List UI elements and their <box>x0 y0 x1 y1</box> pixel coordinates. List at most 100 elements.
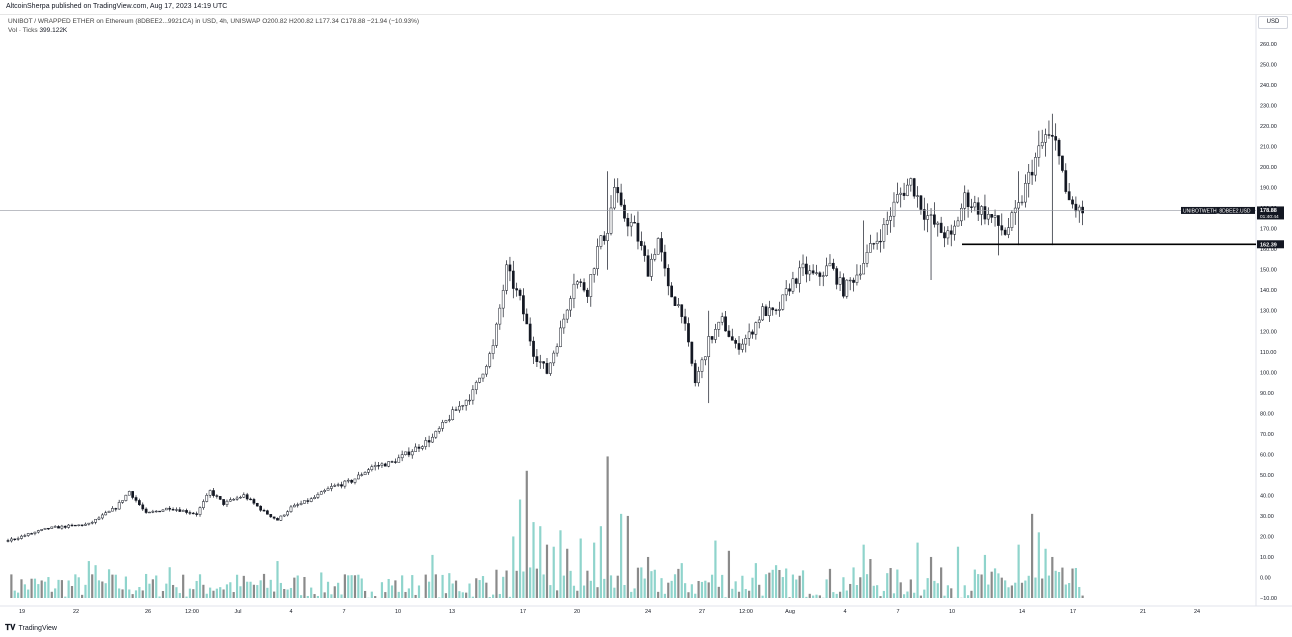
tradingview-logo-icon: 𝐓𝐕 <box>5 623 16 632</box>
symbol-tag-label: UNIBOTWETH_8DBEE2.USD <box>1183 208 1251 214</box>
volume-bar <box>279 582 282 598</box>
volume-bar <box>923 589 926 598</box>
candle-body <box>582 282 586 291</box>
candle-body <box>835 268 839 285</box>
volume-bar <box>566 548 569 598</box>
volume-bar <box>653 569 656 598</box>
volume-bar <box>299 595 303 598</box>
candle-body <box>997 215 1000 226</box>
candle-body <box>535 356 539 363</box>
candle-body <box>63 525 67 528</box>
volume-bar <box>286 589 289 598</box>
candle-body <box>141 504 145 510</box>
candle-body <box>279 515 283 521</box>
candle-body <box>949 230 953 235</box>
volume-legend[interactable]: Vol · Ticks 399.122K <box>8 27 67 34</box>
candle-body <box>831 262 835 269</box>
volume-bar <box>185 596 188 598</box>
x-tick-label: 14 <box>1019 609 1025 615</box>
volume-bar <box>114 574 117 598</box>
volume-bar <box>488 596 491 598</box>
volume-bar <box>1071 568 1074 598</box>
candle-body <box>259 505 263 511</box>
volume-bar <box>492 594 495 598</box>
candle-body <box>518 289 522 296</box>
volume-bar <box>889 568 892 598</box>
volume-bar <box>700 581 704 598</box>
candle-body <box>1034 157 1037 176</box>
candle-body <box>606 233 609 241</box>
candle-body <box>87 522 91 525</box>
volume-bar <box>731 588 734 598</box>
candle-body <box>1024 183 1027 203</box>
candle-body <box>195 513 199 515</box>
candle-body <box>421 446 424 449</box>
x-tick-label: 26 <box>145 609 151 615</box>
volume-bar <box>774 565 778 598</box>
volume-bar <box>835 593 838 598</box>
symbol-legend[interactable]: UNIBOT / WRAPPED ETHER on Ethereum (8DBE… <box>8 18 419 25</box>
candle-body <box>154 510 158 513</box>
candle-body <box>67 524 70 528</box>
x-tick-label: 7 <box>342 609 345 615</box>
volume-bar <box>219 587 222 598</box>
candle-body <box>397 457 401 463</box>
candle-body <box>198 507 202 515</box>
candle-body <box>636 222 640 242</box>
volume-bar <box>353 575 357 598</box>
candle-body <box>771 307 775 311</box>
candle-body <box>821 275 825 277</box>
volume-bar <box>869 559 872 598</box>
candle-body <box>724 316 727 332</box>
volume-bar <box>175 587 178 598</box>
volume-bar <box>151 579 154 598</box>
volume-bar <box>50 591 53 598</box>
volume-bar <box>721 574 724 598</box>
volume-bar <box>273 591 276 598</box>
candle-body <box>262 510 266 512</box>
volume-bar <box>94 565 97 598</box>
candle-body <box>754 322 758 335</box>
volume-bar <box>138 587 141 598</box>
candle-body <box>107 510 111 513</box>
volume-bar <box>673 574 677 598</box>
volume-bar <box>454 580 458 598</box>
currency-button[interactable]: USD <box>1258 16 1288 29</box>
volume-bar <box>411 575 414 598</box>
volume-bar <box>434 574 437 598</box>
volume-bar <box>532 522 535 598</box>
volume-bar <box>498 593 501 598</box>
candle-body <box>478 377 481 383</box>
candle-body <box>852 279 855 283</box>
tradingview-brand[interactable]: 𝐓𝐕 TradingView <box>5 623 57 633</box>
x-tick-label: 10 <box>949 609 955 615</box>
candle-body <box>511 270 515 289</box>
ohlc-open: O200.82 <box>262 18 288 25</box>
volume-bar <box>158 596 161 598</box>
candle-body <box>623 204 626 219</box>
candle-body <box>313 497 316 499</box>
candle-body <box>896 194 899 203</box>
volume-bar <box>407 588 410 598</box>
candle-body <box>784 288 788 296</box>
volume-bar <box>40 580 43 598</box>
candle-body <box>346 479 350 482</box>
volume-bar <box>1041 578 1044 598</box>
candle-body <box>525 313 529 325</box>
candle-body <box>205 494 209 502</box>
candle-body <box>939 222 943 233</box>
volume-bar <box>23 584 26 598</box>
volume-bar <box>293 577 296 598</box>
volume-bar <box>1010 585 1013 598</box>
volume-bar <box>670 580 673 598</box>
volume-bar <box>515 570 518 598</box>
candle-body <box>481 373 485 379</box>
volume-bar <box>940 567 943 598</box>
volume-bar <box>963 585 966 598</box>
volume-bar <box>896 569 899 598</box>
candle-body <box>468 399 471 402</box>
volume-bar <box>47 577 50 598</box>
volume-bar <box>859 577 862 598</box>
candle-body <box>1040 141 1044 147</box>
